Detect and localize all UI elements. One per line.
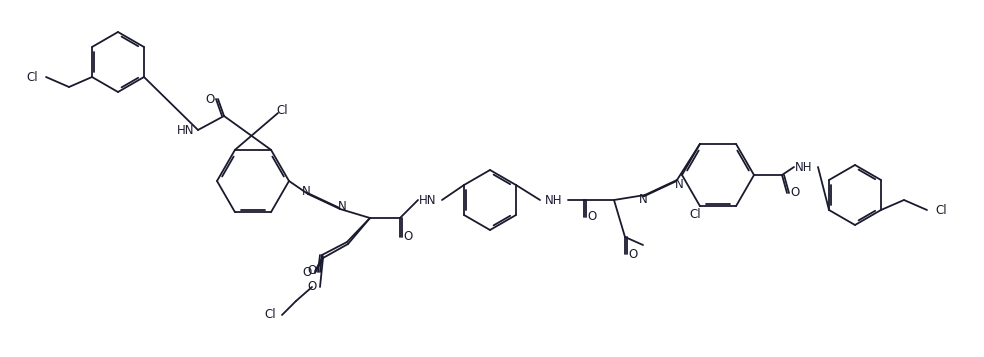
Text: O: O [307,265,317,277]
Text: N: N [302,185,310,197]
Text: Cl: Cl [264,308,276,322]
Text: Cl: Cl [27,70,37,84]
Text: Cl: Cl [935,203,947,216]
Text: Cl: Cl [277,104,287,116]
Text: O: O [790,186,800,198]
Text: NH: NH [545,193,563,206]
Text: HN: HN [177,124,195,136]
Text: O: O [629,247,638,261]
Text: O: O [587,210,596,222]
Text: O: O [206,92,215,106]
Text: O: O [302,266,312,278]
Text: O: O [403,231,412,243]
Text: O: O [307,281,317,293]
Text: Cl: Cl [689,208,701,221]
Text: N: N [338,200,346,212]
Text: N: N [639,192,647,206]
Text: HN: HN [419,193,437,206]
Text: N: N [675,177,683,191]
Text: NH: NH [795,161,813,174]
